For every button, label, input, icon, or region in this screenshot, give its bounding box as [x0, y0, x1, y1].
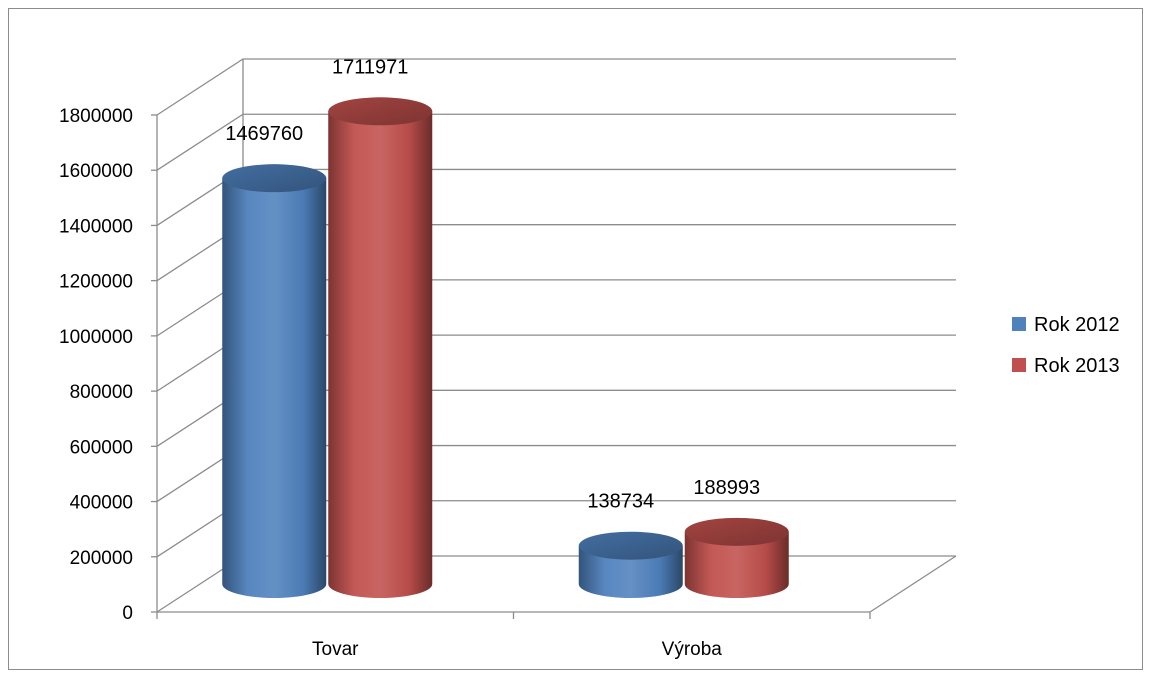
cylinder-rok-2012-v-roba — [578, 531, 683, 598]
bars — [222, 97, 789, 599]
x-tick-label-v-roba: Výroba — [662, 639, 723, 660]
y-tick-label: 0 — [122, 603, 133, 624]
floor-right-edge — [869, 555, 957, 613]
y-tick-label: 600000 — [70, 437, 133, 458]
cylinder-rok-2012-tovar — [222, 164, 327, 599]
legend: Rok 2012 Rok 2013 — [1012, 314, 1120, 377]
legend-label-rok-2012: Rok 2012 — [1034, 314, 1120, 336]
y-tick-label: 400000 — [70, 493, 133, 514]
y-tick-label: 200000 — [70, 548, 133, 569]
data-label-rok-2013-v-roba: 188993 — [693, 477, 760, 499]
data-label-rok-2012-v-roba: 138734 — [587, 491, 654, 513]
cylinder-top — [578, 531, 683, 560]
cylinder-body — [328, 111, 433, 598]
cylinder-rok-2013-v-roba — [684, 517, 789, 598]
legend-swatch-rok-2013 — [1012, 358, 1026, 372]
cylinder-rok-2013-tovar — [328, 97, 433, 598]
y-tick-label: 1600000 — [59, 161, 133, 182]
y-tick-label: 1200000 — [59, 272, 133, 293]
axes: 0 200000 400000 600000 800000 1000000 1200000 1… — [59, 106, 871, 660]
y-tick-label: 1000000 — [59, 327, 133, 348]
y-tick-label: 800000 — [70, 382, 133, 403]
cylinder-body — [222, 178, 327, 599]
legend-swatch-rok-2012 — [1012, 317, 1026, 331]
data-label-rok-2013-tovar: 1711971 — [332, 56, 408, 78]
gridline — [156, 58, 956, 116]
chart-frame — [8, 8, 1143, 670]
cylinder-body — [684, 531, 789, 598]
data-labels: 1469760 1711971 138734 188993 — [225, 56, 760, 512]
legend-label-rok-2013: Rok 2013 — [1034, 355, 1120, 377]
cylinder-top — [222, 164, 327, 193]
y-tick-label: 1800000 — [59, 106, 133, 127]
cylinder-body — [578, 545, 683, 598]
cylinder-top — [328, 97, 433, 126]
y-tick-label: 1400000 — [59, 216, 133, 237]
x-tick-label-tovar: Tovar — [312, 639, 359, 660]
data-label-rok-2012-tovar: 1469760 — [225, 123, 303, 145]
cylinder-top — [684, 517, 789, 546]
